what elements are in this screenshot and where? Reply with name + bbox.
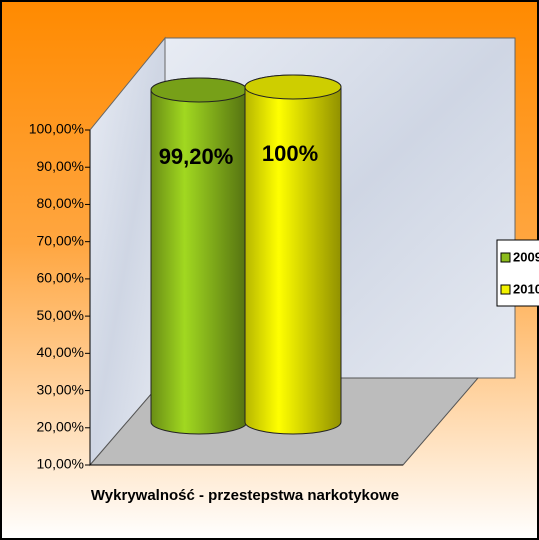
data-label: 99,20% bbox=[159, 144, 234, 169]
bar-top bbox=[245, 75, 341, 99]
y-tick-label: 70,00% bbox=[37, 232, 84, 248]
y-tick-label: 30,00% bbox=[37, 381, 84, 397]
y-tick-label: 40,00% bbox=[37, 344, 84, 360]
data-label: 100% bbox=[262, 141, 318, 166]
bar bbox=[245, 75, 341, 434]
legend-swatch bbox=[501, 285, 510, 294]
bar-top bbox=[151, 78, 247, 102]
legend-swatch bbox=[501, 253, 510, 262]
legend-label: 2010 bbox=[513, 281, 539, 296]
y-tick-label: 20,00% bbox=[37, 418, 84, 434]
bar bbox=[151, 78, 247, 434]
y-tick-label: 90,00% bbox=[37, 158, 84, 174]
y-tick-label: 10,00% bbox=[37, 456, 84, 472]
legend-label: 2009 bbox=[513, 249, 539, 264]
y-tick-label: 100,00% bbox=[29, 121, 84, 137]
x-axis-label: Wykrywalność - przestepstwa narkotykowe bbox=[91, 487, 399, 504]
y-tick-label: 60,00% bbox=[37, 270, 84, 286]
chart: Wykrywalność - przestepstwa narkotykowe … bbox=[0, 0, 539, 540]
y-tick-label: 80,00% bbox=[37, 195, 84, 211]
y-tick-label: 50,00% bbox=[37, 307, 84, 323]
